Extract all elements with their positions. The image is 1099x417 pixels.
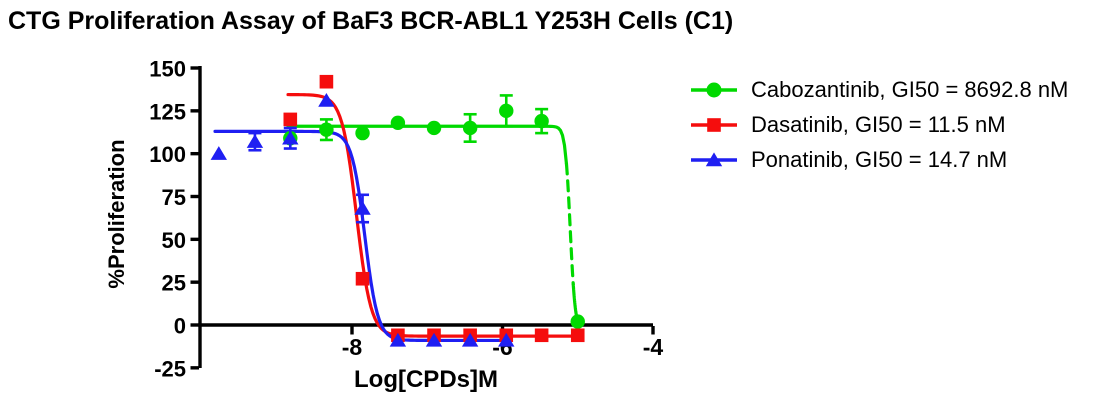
- data-point-marker: [283, 112, 298, 127]
- x-tick-label: -4: [643, 334, 664, 360]
- y-axis-label: %Proliferation: [104, 139, 129, 288]
- y-tick-label: 0: [174, 314, 186, 339]
- data-point-marker: [534, 113, 549, 129]
- x-tick-label: -8: [342, 334, 363, 360]
- data-point-marker: [570, 314, 585, 329]
- series-cabozantinib-points: [283, 94, 585, 329]
- data-point-marker: [319, 74, 334, 89]
- circle-marker-icon: [691, 82, 737, 97]
- y-tick-label: 125: [149, 99, 186, 124]
- square-marker-icon: [691, 117, 737, 132]
- legend-label: Dasatinib, GI50 = 11.5 nM: [751, 111, 1006, 137]
- series-ponatinib-points: [210, 92, 515, 347]
- data-point-marker: [319, 122, 334, 137]
- data-point-marker: [706, 82, 722, 97]
- legend-item-ponatinib: Ponatinib, GI50 = 14.7 nM: [688, 142, 1068, 177]
- data-point-marker: [498, 332, 515, 347]
- data-point-marker: [355, 271, 370, 286]
- data-point-marker: [246, 134, 264, 148]
- y-tick-label: -25: [154, 356, 186, 381]
- data-point-marker: [499, 103, 514, 119]
- data-point-marker: [426, 120, 442, 136]
- data-point-marker: [389, 332, 407, 347]
- data-point-marker: [210, 146, 228, 160]
- x-axis-label: Log[CPDs]M: [354, 366, 498, 393]
- y-tick-label: 25: [162, 271, 186, 296]
- data-point-marker: [534, 328, 549, 343]
- data-point-marker: [707, 117, 721, 132]
- data-point-marker: [318, 92, 335, 107]
- data-point-marker: [355, 125, 370, 141]
- series-cabozantinib-curve: [286, 124, 580, 324]
- data-point-marker: [570, 328, 585, 343]
- y-tick-label: 50: [162, 228, 186, 253]
- data-point-marker: [354, 200, 371, 215]
- data-point-marker: [462, 120, 478, 136]
- y-tick-label: 75: [162, 185, 186, 210]
- data-point-marker: [282, 130, 299, 145]
- legend-item-cabozantinib: Cabozantinib, GI50 = 8692.8 nM: [688, 72, 1068, 107]
- legend-label: Ponatinib, GI50 = 14.7 nM: [751, 146, 1008, 172]
- legend-label: Cabozantinib, GI50 = 8692.8 nM: [751, 76, 1069, 102]
- data-point-marker: [461, 332, 479, 347]
- series-ponatinib-curve: [213, 129, 508, 343]
- data-point-marker: [425, 332, 443, 347]
- data-point-marker: [390, 115, 406, 131]
- legend: Cabozantinib, GI50 = 8692.8 nM Dasatinib,…: [688, 72, 1068, 177]
- y-tick-label: 100: [149, 142, 186, 167]
- triangle-marker-icon: [691, 151, 737, 166]
- y-tick-label: 150: [149, 57, 186, 82]
- legend-item-dasatinib: Dasatinib, GI50 = 11.5 nM: [688, 107, 1068, 142]
- chart-title: CTG Proliferation Assay of BaF3 BCR-ABL1…: [8, 7, 734, 35]
- data-point-marker: [705, 151, 723, 166]
- curve-segment-dashed: [564, 162, 575, 286]
- curve-segment: [213, 129, 508, 343]
